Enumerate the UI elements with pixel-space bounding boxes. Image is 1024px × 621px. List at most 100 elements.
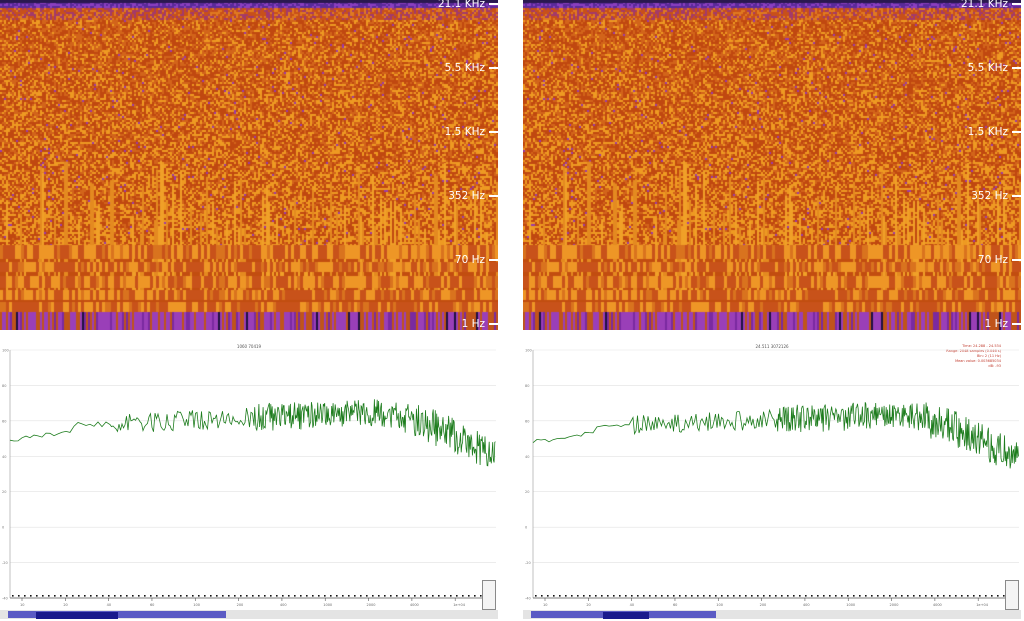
x-axis-marker [210,595,212,597]
scrollbar-thumb[interactable] [531,611,716,619]
freq-label: 1.5 KHz [445,126,498,138]
x-axis-marker [775,595,777,597]
x-axis-marker [865,595,867,597]
x-axis-marker [420,595,422,597]
x-axis-marker [649,595,651,597]
x-axis-marker [402,595,404,597]
x-axis-marker [817,595,819,597]
x-axis-marker [961,595,963,597]
freq-label: 70 Hz [978,254,1021,266]
x-axis-marker [126,595,128,597]
freq-label: 5.5 KHz [968,62,1021,74]
x-tick-label: 20 [586,603,590,607]
x-axis-marker [991,595,993,597]
x-axis-marker [847,595,849,597]
x-axis-marker [84,595,86,597]
x-axis-marker [943,595,945,597]
freq-label: 352 Hz [448,190,498,202]
x-axis-marker [637,595,639,597]
spectrum-plot-left[interactable]: 1060 70419 100 80 60 40 20 0 -20 -40 10 20 40 60 100… [0,340,498,621]
x-axis-marker [643,595,645,597]
x-axis-marker [162,595,164,597]
x-axis-marker [186,595,188,597]
x-axis-marker [919,595,921,597]
x-axis-marker [216,595,218,597]
x-axis-marker [979,595,981,597]
x-axis-marker [889,595,891,597]
x-tick-label: 1000 [846,603,855,607]
horizontal-scrollbar[interactable] [523,610,1021,619]
y-tick-label: 80 [525,384,529,388]
x-axis-marker [577,595,579,597]
x-axis-marker [300,595,302,597]
x-axis-marker [829,595,831,597]
x-axis-marker [180,595,182,597]
x-axis-marker [132,595,134,597]
x-axis-marker [108,595,110,597]
x-axis-marker [240,595,242,597]
info-mean: Mean value: 0.003685034 [955,359,1001,363]
freq-label: 1.5 KHz [968,126,1021,138]
x-axis-marker [432,595,434,597]
x-axis-marker [390,595,392,597]
spectrum-plot-right[interactable]: 24.511 3072126 Time: 24.288 - 24.534 Ran… [523,340,1021,621]
x-axis-marker [24,595,26,597]
x-axis-marker [607,595,609,597]
x-axis-marker [480,595,482,597]
y-tick-label: 100 [525,349,532,353]
x-axis-marker [859,595,861,597]
plot-title: 24.511 3072126 [755,344,789,349]
x-tick-label: 20 [63,603,67,607]
x-axis-marker [625,595,627,597]
x-axis-marker [312,595,314,597]
spectrogram-canvas [0,0,498,330]
x-axis-marker [721,595,723,597]
horizontal-scrollbar[interactable] [0,610,498,619]
freq-label: 1 Hz [985,318,1021,330]
x-axis-marker [438,595,440,597]
x-axis-marker [925,595,927,597]
spectrogram-left[interactable]: 21.1 KHz 5.5 KHz 1.5 KHz 352 Hz 70 Hz 1 … [0,0,498,330]
x-axis-marker [931,595,933,597]
x-axis-marker [156,595,158,597]
x-axis-marker [18,595,20,597]
y-tick-label: -40 [2,597,8,601]
freq-label: 70 Hz [455,254,498,266]
freq-label: 352 Hz [971,190,1021,202]
spectrogram-right[interactable]: 21.1 KHz 5.5 KHz 1.5 KHz 352 Hz 70 Hz 1 … [523,0,1021,330]
right-pane: 21.1 KHz 5.5 KHz 1.5 KHz 352 Hz 70 Hz 1 … [523,0,1021,621]
y-tick-label: 40 [525,455,529,459]
x-axis-marker [90,595,92,597]
x-axis-marker [378,595,380,597]
x-axis-marker [895,595,897,597]
x-axis-marker [288,595,290,597]
zoom-control[interactable] [482,580,496,610]
x-axis-marker [366,595,368,597]
x-axis-marker [276,595,278,597]
x-axis-marker [685,595,687,597]
x-axis-marker [997,595,999,597]
x-axis-marker [258,595,260,597]
y-tick-label: 100 [2,349,9,353]
x-tick-label: 4000 [933,603,942,607]
freq-label: 1 Hz [462,318,498,330]
x-axis-marker [252,595,254,597]
x-axis-marker [42,595,44,597]
x-axis-marker [48,595,50,597]
zoom-control[interactable] [1005,580,1019,610]
x-axis-marker [324,595,326,597]
left-pane: 21.1 KHz 5.5 KHz 1.5 KHz 352 Hz 70 Hz 1 … [0,0,498,621]
x-axis-marker [198,595,200,597]
x-tick-label: 40 [107,603,111,607]
x-axis-marker [805,595,807,597]
x-tick-label: 2000 [367,603,376,607]
info-db: dB: -93 [988,364,1001,368]
x-axis-marker [697,595,699,597]
scrollbar-thumb[interactable] [8,611,226,619]
x-axis-marker [787,595,789,597]
x-tick-label: 1e+04 [976,603,989,607]
x-axis-marker [901,595,903,597]
x-axis-marker [547,595,549,597]
x-axis-marker [246,595,248,597]
x-axis-marker [450,595,452,597]
